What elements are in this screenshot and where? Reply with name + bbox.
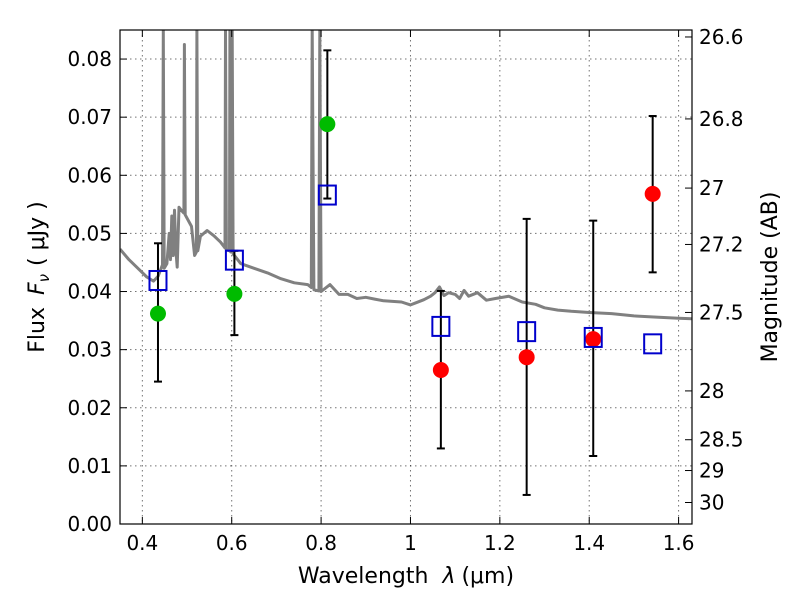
- model-spectrum-line: [120, 30, 692, 321]
- plot-frame: [119, 29, 693, 525]
- x-tick-label: 1.2: [484, 531, 516, 555]
- y-tick-label: 0.00: [67, 512, 112, 536]
- model-photometry-square: [148, 269, 168, 291]
- y-tick-label: 0.07: [67, 105, 112, 129]
- tick-labels: 0.4 0.6 0.8 1 1.2 1.4 1.6 0.00 0.01 0.02 0.03 0.04 0…: [67, 25, 743, 555]
- model-photometry-square: [431, 315, 451, 337]
- y-tick-label: 0.03: [67, 338, 112, 362]
- x-tick-label: 1.4: [573, 531, 605, 555]
- x-tick-label: 0.4: [126, 531, 158, 555]
- right-tick-label: 26.8: [699, 107, 744, 131]
- x-tick-label: 1: [404, 531, 417, 555]
- right-tick-label: 27.5: [699, 300, 744, 324]
- axis-ticks: [120, 30, 692, 525]
- y-tick-label: 0.06: [67, 163, 112, 187]
- markers-layer: [148, 116, 663, 378]
- y-tick-label: 0.04: [67, 280, 112, 304]
- right-tick-label: 29: [699, 459, 724, 483]
- green-detection-point: [319, 116, 336, 133]
- right-tick-label: 27: [699, 176, 724, 200]
- y-tick-label: 0.05: [67, 221, 112, 245]
- green-detection-point: [226, 285, 243, 302]
- right-tick-label: 28.5: [699, 428, 744, 452]
- x-tick-label: 0.6: [216, 531, 248, 555]
- right-tick-label: 28: [699, 379, 724, 403]
- y-axis-label: FluxFν( μJy ): [25, 201, 53, 352]
- red-detection-point: [518, 349, 535, 366]
- red-detection-point: [644, 185, 661, 202]
- x-tick-label: 1.6: [663, 531, 695, 555]
- grid-lines: [120, 30, 692, 524]
- model-photometry-square: [317, 184, 337, 206]
- right-tick-label: 30: [699, 490, 724, 514]
- right-axis-label: Magnitude (AB): [758, 192, 783, 363]
- y-tick-label: 0.02: [67, 396, 112, 420]
- model-spectrum-layer: [120, 30, 692, 321]
- model-photometry-square: [583, 326, 603, 348]
- model-photometry-square: [224, 249, 244, 271]
- red-detection-point: [585, 331, 602, 348]
- red-detection-point: [432, 361, 449, 378]
- right-tick-label: 27.2: [699, 232, 744, 256]
- green-detection-point: [149, 305, 166, 322]
- x-axis-label: Wavelength λ (μm): [298, 564, 514, 589]
- y-tick-label: 0.01: [67, 454, 112, 478]
- x-tick-label: 0.8: [305, 531, 337, 555]
- right-tick-label: 26.6: [699, 25, 744, 49]
- model-photometry-square: [517, 321, 537, 343]
- model-photometry-square: [643, 333, 663, 355]
- y-tick-label: 0.08: [67, 47, 112, 71]
